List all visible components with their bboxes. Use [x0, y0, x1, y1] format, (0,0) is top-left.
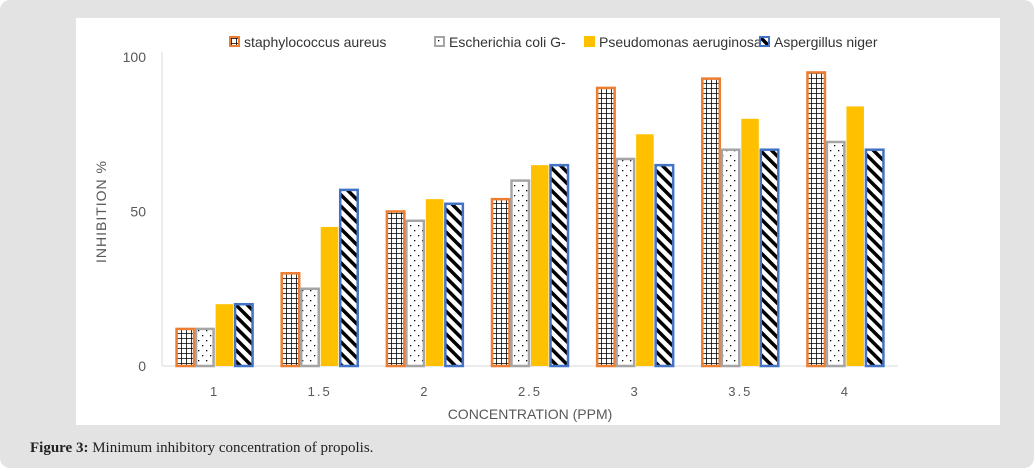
bar-escherichia — [299, 287, 320, 368]
bar-escherichia — [405, 219, 426, 368]
caption-text: Minimum inhibitory concentration of prop… — [88, 440, 374, 456]
bar-staphylococcus — [806, 71, 827, 368]
bar-aspergillus — [654, 163, 675, 368]
bar-aspergillus — [233, 302, 254, 368]
chart: 0 50 100 1 1.5 2 2.5 3 3.5 4 CONCENTRATION (PPM) IN… — [76, 18, 1000, 425]
bar-staphylococcus — [701, 77, 722, 368]
legend-label: Escherichia coli G- — [449, 34, 566, 50]
bar-staphylococcus — [595, 86, 616, 368]
x-tick-label: 1 — [210, 384, 219, 399]
x-tick-label: 3 — [631, 384, 640, 399]
bar-staphylococcus — [490, 197, 511, 368]
figure-caption: Figure 3: Minimum inhibitory concentrati… — [30, 440, 373, 457]
bar-pseudomonas — [846, 106, 864, 366]
bar-staphylococcus — [385, 210, 406, 368]
bar-pseudomonas — [531, 165, 549, 366]
y-tick-label: 100 — [123, 49, 147, 65]
legend-swatch — [434, 36, 445, 47]
bar-staphylococcus — [175, 327, 196, 368]
legend-label: Aspergillus niger — [774, 34, 878, 50]
y-tick-label: 50 — [130, 204, 146, 220]
bar-pseudomonas — [741, 118, 759, 366]
y-axis-title: INHIBITION % — [93, 160, 109, 263]
bar-escherichia — [510, 179, 531, 368]
legend-label: Pseudomonas aeruginosa — [599, 34, 762, 50]
bar-aspergillus — [759, 148, 780, 368]
x-tick-label: 3.5 — [728, 384, 752, 399]
bar-escherichia — [194, 327, 215, 368]
bar-aspergillus — [864, 148, 885, 368]
x-tick-label: 1.5 — [308, 384, 332, 399]
legend-swatch — [584, 36, 595, 47]
legend-swatch — [759, 36, 770, 47]
caption-label: Figure 3: — [30, 440, 89, 456]
bar-pseudomonas — [636, 134, 654, 366]
bar-staphylococcus — [280, 272, 301, 368]
bar-aspergillus — [549, 163, 570, 368]
legend-swatch — [229, 36, 240, 47]
legend-label: staphylococcus aureus — [244, 34, 386, 50]
y-tick-label: 0 — [138, 358, 146, 374]
bar-pseudomonas — [425, 199, 444, 366]
bar-aspergillus — [338, 188, 359, 368]
x-tick-label: 2 — [420, 384, 429, 399]
x-axis-title: CONCENTRATION (PPM) — [448, 406, 613, 422]
bar-escherichia — [720, 148, 741, 368]
bar-pseudomonas — [320, 226, 339, 366]
bar-escherichia — [615, 157, 636, 368]
x-tick-label: 2.5 — [518, 384, 542, 399]
bar-pseudomonas — [215, 304, 234, 366]
bar-aspergillus — [444, 202, 465, 368]
bar-escherichia — [825, 140, 846, 368]
bar-chart-svg: 0 50 100 1 1.5 2 2.5 3 3.5 4 CONCENTRATION (PPM) IN… — [93, 34, 898, 422]
x-tick-label: 4 — [841, 384, 850, 399]
